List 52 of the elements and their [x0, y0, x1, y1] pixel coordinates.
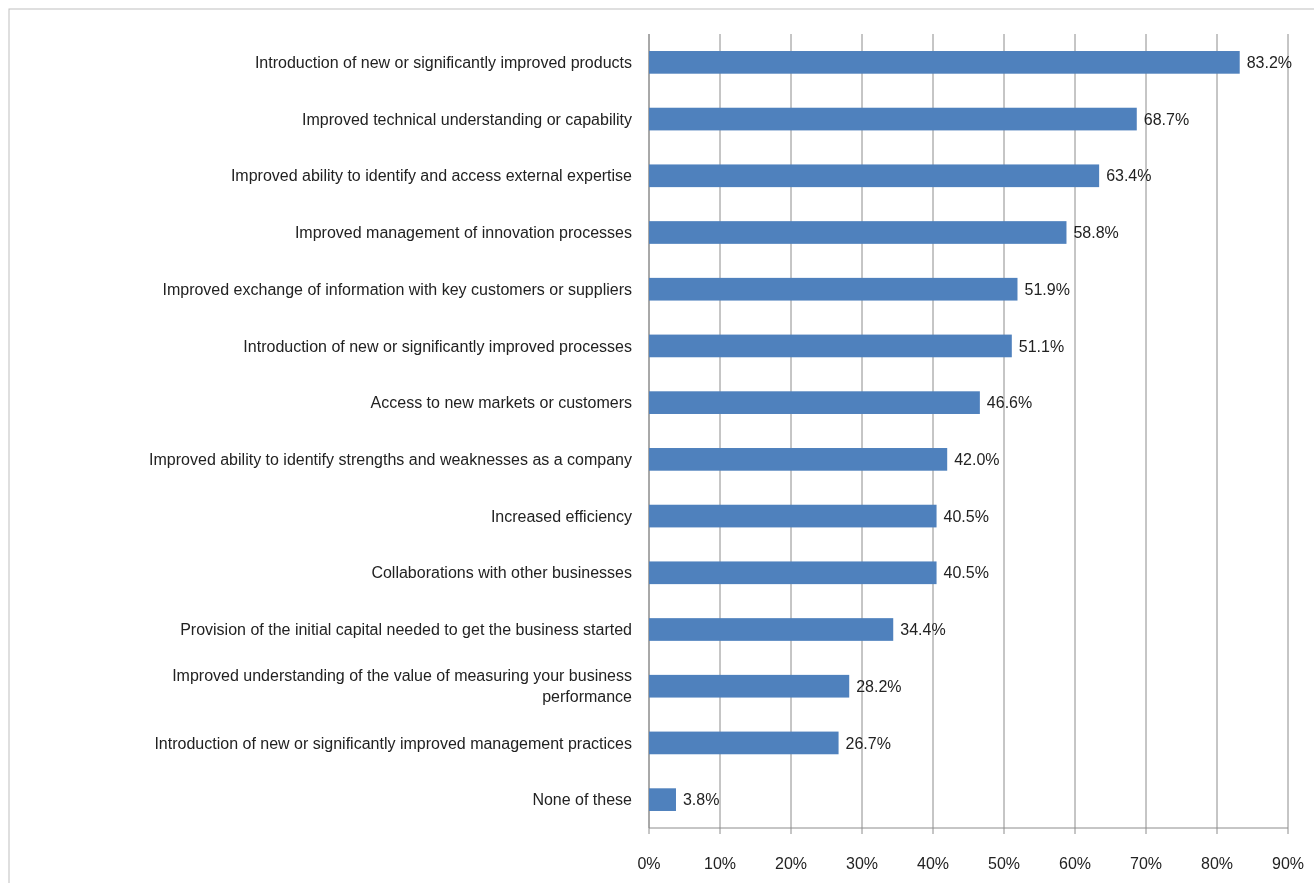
bar: [649, 334, 1012, 358]
y-tick-label: Introduction of new or significantly improved processes: [243, 337, 632, 355]
y-tick-label: Improved management of innovation processes: [294, 224, 632, 242]
x-tick-label: 20%: [774, 855, 808, 872]
bar: [649, 731, 839, 755]
bar: [649, 221, 1067, 244]
data-label: 58.8%: [1073, 224, 1119, 242]
y-tick-label: Improved exchange of information with key customers or suppliers: [162, 280, 632, 298]
y-tick-label: Improved ability to identify strengths and weaknesses as a company: [149, 450, 632, 468]
bar: [649, 618, 894, 641]
y-tick-label: Provision of the initial capital needed to get the business started: [180, 621, 632, 639]
bar: [649, 391, 980, 414]
bar: [649, 107, 1137, 131]
bar: [649, 277, 1018, 301]
x-tick-label: 10%: [703, 855, 737, 872]
data-label: 51.9%: [1024, 280, 1070, 298]
bar: [649, 448, 948, 471]
data-label: 83.2%: [1246, 53, 1293, 71]
bar: [649, 164, 1100, 188]
x-tick-label: 70%: [1129, 855, 1163, 872]
data-label: 3.8%: [682, 791, 720, 809]
data-label: 40.5%: [943, 564, 989, 582]
x-tick-label: 90%: [1271, 855, 1305, 872]
data-label: 28.2%: [856, 677, 902, 695]
data-label: 63.4%: [1106, 167, 1152, 185]
y-tick-label: Access to new markets or customers: [370, 394, 632, 412]
x-tick-label: 60%: [1058, 855, 1092, 872]
bar: [649, 504, 937, 528]
y-tick-label: Increased efficiency: [490, 507, 632, 525]
y-tick-label: None of these: [532, 791, 633, 809]
data-label: 34.4%: [900, 621, 946, 639]
bar: [649, 788, 676, 811]
data-label: 68.7%: [1143, 110, 1190, 128]
data-label: 51.1%: [1018, 337, 1065, 355]
bar: [649, 51, 1240, 74]
x-tick-label: 0%: [637, 855, 661, 872]
bar: [649, 561, 937, 585]
data-label: 46.6%: [986, 394, 1033, 412]
y-tick-label: Introduction of new or significantly improved products: [254, 53, 632, 71]
x-tick-label: 50%: [987, 855, 1021, 872]
bar: [649, 674, 850, 698]
x-tick-label: 30%: [845, 855, 879, 872]
data-label: 40.5%: [943, 507, 989, 525]
y-tick-label: Collaborations with other businesses: [371, 564, 632, 582]
data-label: 42.0%: [954, 450, 1000, 468]
y-tick-label: Introduction of new or significantly improved management practices: [154, 734, 632, 752]
x-tick-label: 40%: [916, 855, 950, 872]
y-tick-label: Improved ability to identify and access external expertise: [230, 167, 633, 185]
y-tick-label: Improved understanding of the value of measuring your business performance: [172, 667, 633, 706]
x-tick-label: 80%: [1200, 855, 1234, 872]
data-label: 26.7%: [845, 734, 891, 752]
y-tick-label: Improved technical understanding or capability: [302, 110, 632, 128]
